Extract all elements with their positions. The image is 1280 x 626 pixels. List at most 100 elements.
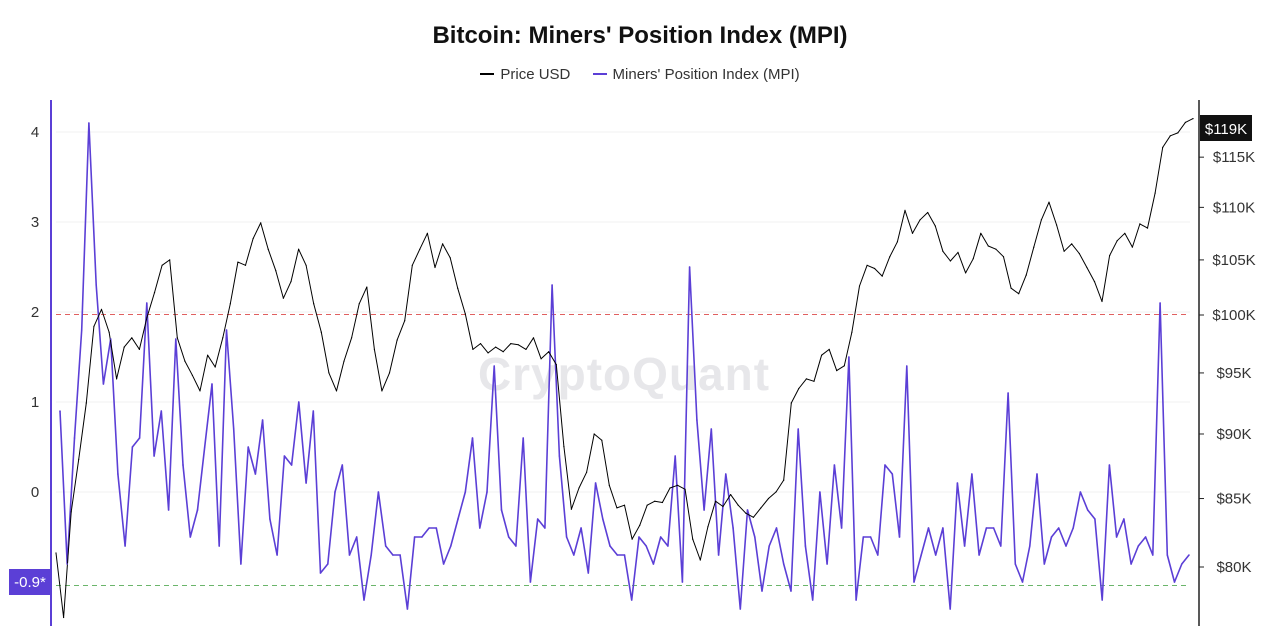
mpi-point bbox=[877, 554, 879, 556]
legend-item-price[interactable]: Price USD bbox=[480, 66, 570, 83]
price-point bbox=[730, 494, 732, 496]
price-point bbox=[305, 264, 307, 266]
price-point bbox=[570, 508, 573, 510]
mpi-point bbox=[240, 563, 242, 565]
mpi-point bbox=[355, 536, 358, 538]
mpi-point bbox=[211, 383, 213, 385]
mpi-point bbox=[594, 482, 597, 484]
mpi-point bbox=[1079, 491, 1082, 493]
price-point bbox=[275, 270, 277, 272]
price-point bbox=[593, 433, 595, 435]
price-point bbox=[1033, 246, 1035, 248]
price-point bbox=[836, 370, 838, 372]
price-point bbox=[752, 516, 755, 518]
mpi-point bbox=[551, 284, 553, 286]
price-point bbox=[411, 264, 413, 266]
price-point bbox=[153, 292, 156, 294]
mpi-point bbox=[486, 491, 488, 493]
mpi-point bbox=[522, 437, 524, 439]
price-point bbox=[252, 238, 254, 240]
price-point bbox=[714, 500, 717, 502]
price-point bbox=[449, 257, 451, 259]
price-point bbox=[100, 308, 103, 310]
y-tick-label-right: $115K bbox=[1213, 149, 1255, 166]
price-point bbox=[661, 501, 664, 504]
price-point bbox=[555, 364, 557, 366]
mpi-point bbox=[710, 428, 713, 430]
price-point bbox=[646, 504, 648, 506]
price-point bbox=[1025, 274, 1027, 276]
mpi-point bbox=[1130, 563, 1132, 565]
mpi-point bbox=[80, 329, 83, 331]
price-point bbox=[790, 402, 792, 404]
price-point bbox=[692, 538, 694, 540]
mpi-point bbox=[1072, 527, 1074, 529]
price-point bbox=[1056, 224, 1058, 226]
price-point bbox=[563, 446, 565, 448]
y-tick-label-right: $80K bbox=[1216, 559, 1251, 576]
mpi-point bbox=[175, 338, 177, 340]
y-tick-label-right: $105K bbox=[1212, 252, 1255, 269]
price-point bbox=[525, 348, 527, 350]
price-point bbox=[373, 348, 375, 350]
mpi-point bbox=[602, 518, 604, 520]
legend-item-mpi[interactable]: Miners' Position Index (MPI) bbox=[592, 66, 800, 83]
mpi-point bbox=[507, 536, 510, 538]
mpi-point bbox=[884, 464, 886, 466]
mpi-point bbox=[934, 554, 937, 556]
mpi-point bbox=[985, 527, 988, 529]
price-point bbox=[229, 303, 231, 305]
price-point bbox=[260, 222, 262, 224]
mpi-point bbox=[544, 527, 546, 529]
mpi-point bbox=[457, 518, 459, 520]
price-point bbox=[669, 487, 671, 489]
y-tick-label-right: $110K bbox=[1213, 199, 1255, 216]
mpi-point bbox=[833, 464, 836, 466]
price-point bbox=[510, 343, 512, 345]
mpi-point bbox=[659, 536, 662, 538]
price-point bbox=[78, 458, 80, 460]
mpi-point bbox=[95, 284, 97, 286]
mpi-point bbox=[1065, 545, 1067, 547]
mpi-point bbox=[558, 455, 561, 457]
mpi-point bbox=[413, 536, 416, 538]
mpi-point bbox=[1000, 545, 1002, 547]
price-point bbox=[677, 484, 679, 486]
mpi-point bbox=[363, 599, 365, 601]
price-point bbox=[457, 287, 459, 289]
y-tick-label-right: $90K bbox=[1216, 426, 1251, 443]
price-point bbox=[442, 243, 444, 245]
mpi-point bbox=[739, 608, 742, 610]
mpi-point bbox=[645, 545, 647, 547]
mpi-point bbox=[667, 545, 669, 547]
mpi-point bbox=[109, 338, 112, 340]
mpi-point bbox=[580, 527, 582, 529]
mpi-point bbox=[276, 554, 278, 556]
mpi-point bbox=[189, 536, 192, 538]
mpi-point bbox=[630, 599, 633, 601]
price-point bbox=[1116, 240, 1118, 242]
price-point bbox=[1086, 266, 1088, 269]
price-point bbox=[1139, 223, 1141, 225]
price-current-label: $119K bbox=[1205, 121, 1247, 138]
mpi-point bbox=[1181, 563, 1183, 565]
mpi-point bbox=[59, 410, 61, 412]
mpi-point bbox=[775, 527, 778, 529]
mpi-point bbox=[732, 527, 734, 529]
price-point bbox=[934, 225, 936, 227]
mpi-point bbox=[573, 554, 575, 556]
price-point bbox=[722, 505, 724, 508]
mpi-point bbox=[312, 410, 315, 412]
mpi-point bbox=[182, 464, 184, 466]
price-point bbox=[161, 264, 163, 266]
y-tick-label-left: 0 bbox=[31, 484, 39, 501]
mpi-point bbox=[927, 527, 930, 529]
price-point bbox=[1192, 118, 1194, 120]
price-point bbox=[1018, 293, 1020, 295]
price-point bbox=[805, 378, 808, 380]
price-point bbox=[396, 339, 398, 341]
price-point bbox=[328, 372, 330, 374]
mpi-point bbox=[334, 491, 336, 493]
price-point bbox=[85, 402, 87, 404]
y-tick-label-left: 3 bbox=[31, 214, 39, 231]
